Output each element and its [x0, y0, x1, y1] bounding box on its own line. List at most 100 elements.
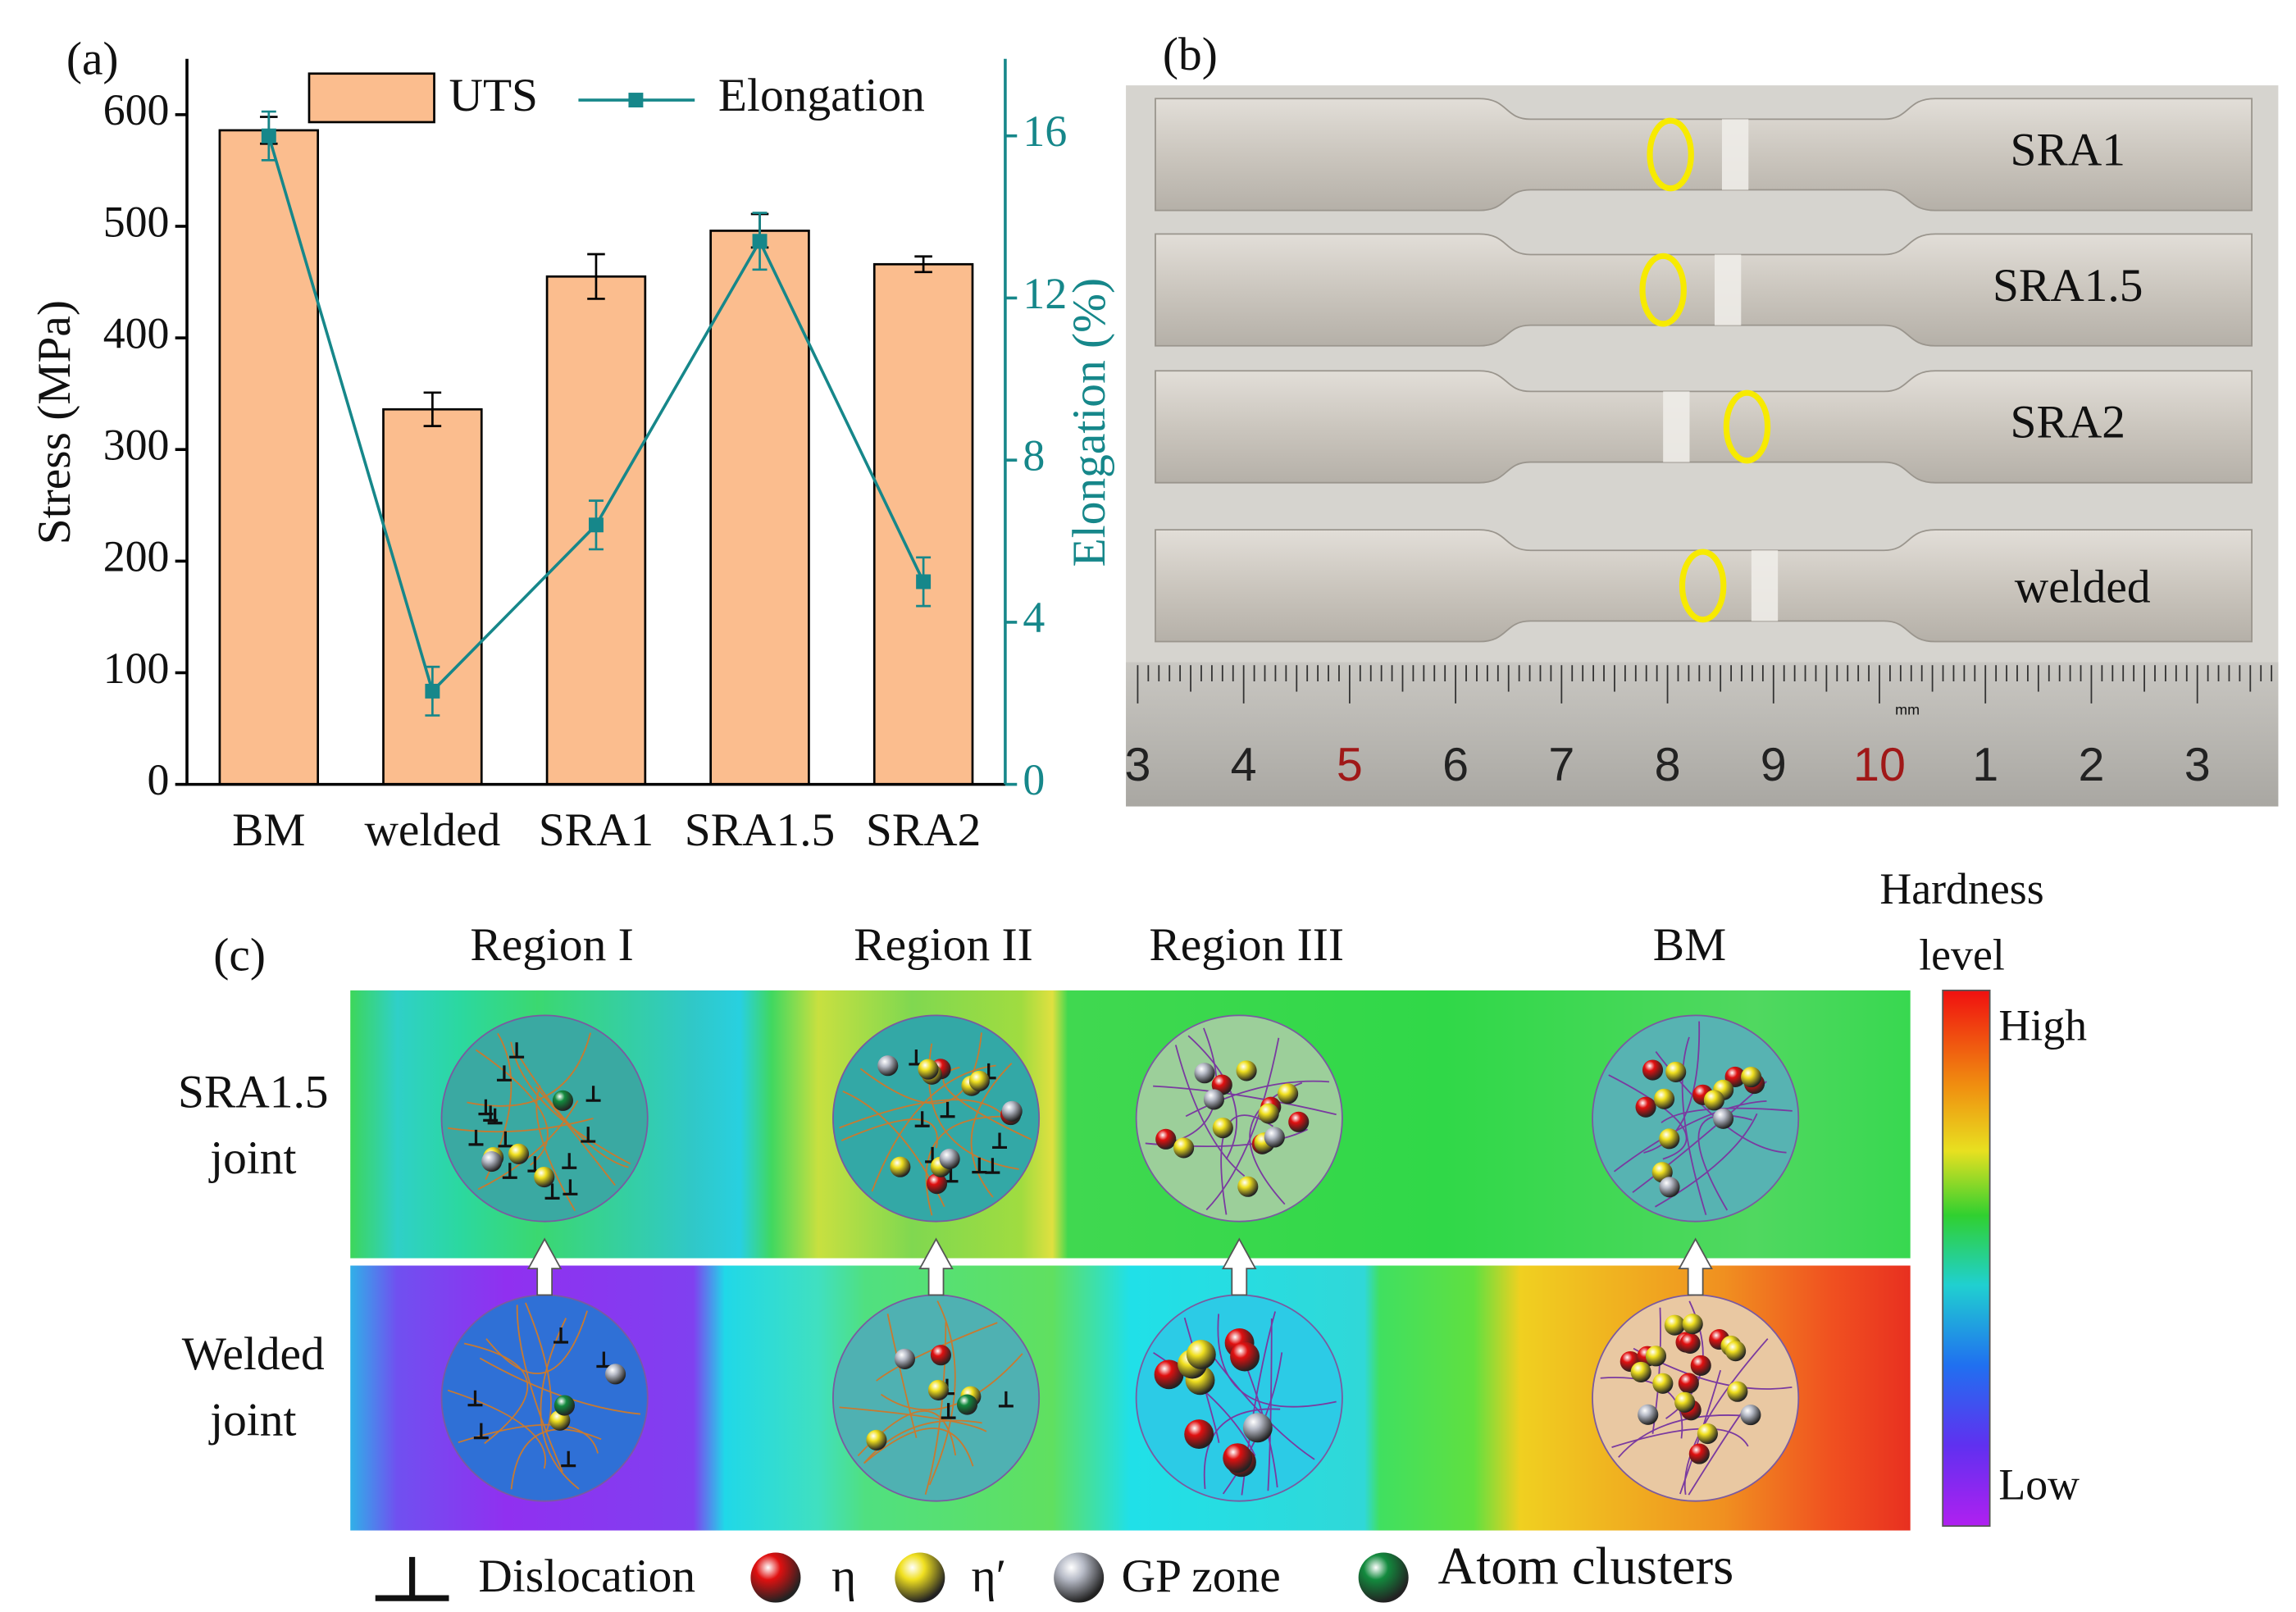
dislocation [914, 1111, 930, 1127]
precipitate [866, 1429, 887, 1450]
precipitate [1725, 1341, 1747, 1362]
precipitate [1682, 1314, 1703, 1335]
precipitate [918, 1059, 939, 1080]
precipitate [877, 1055, 899, 1077]
grain-boundary [1681, 1036, 1707, 1216]
precipitate [1688, 1443, 1710, 1464]
precipitate [1155, 1128, 1177, 1150]
microstructure [1135, 1014, 1343, 1223]
precipitate [1237, 1176, 1259, 1197]
grain-boundary [840, 1118, 938, 1149]
grain-boundary [1613, 1100, 1767, 1173]
y2-tick-label: 12 [1023, 269, 1067, 318]
grain-boundary [1608, 1074, 1688, 1160]
precipitate [927, 1379, 950, 1400]
dislocation [544, 1183, 560, 1200]
colorbar [1942, 989, 1991, 1528]
x-tick-label: SRA2 [866, 804, 981, 856]
dislocation [998, 1391, 1014, 1408]
specimen-label: SRA2 [2011, 397, 2125, 449]
colorbar-high: High [1998, 1001, 2087, 1050]
precipitate [1652, 1373, 1674, 1394]
y-tick-label: 400 [103, 308, 170, 357]
x-tick-label: SRA1.5 [685, 804, 835, 856]
y2-tick-label: 0 [1023, 755, 1045, 804]
grain-boundary [928, 1300, 956, 1486]
grain-boundary [863, 1428, 974, 1467]
row-label: joint [208, 1395, 296, 1446]
ruler-number: 3 [1124, 739, 1150, 791]
ruler-number: 3 [2184, 739, 2211, 791]
precipitate [1184, 1419, 1214, 1450]
precipitate [1242, 1413, 1273, 1443]
specimen-label: SRA1.5 [1993, 260, 2143, 312]
dislocation [561, 1450, 576, 1468]
dislocation [498, 1131, 513, 1148]
precipitate [604, 1364, 626, 1385]
specimen-label: welded [2015, 562, 2151, 613]
region-label: BM [1653, 919, 1726, 971]
dislocation [483, 1105, 499, 1122]
y-tick-label: 600 [103, 85, 170, 134]
colorbar-title: level [1919, 931, 2005, 980]
weld-zone [1751, 550, 1779, 622]
precipitate [1194, 1063, 1215, 1084]
precipitate [1674, 1391, 1696, 1413]
panel-label: (b) [1163, 29, 1218, 80]
grain-boundary [1632, 1081, 1767, 1194]
grain-boundary [876, 1322, 998, 1382]
error-bar [587, 253, 605, 300]
precipitate [534, 1166, 555, 1188]
ruler-number: 6 [1442, 739, 1469, 791]
y2-axis-label: Elongation (%) [1064, 278, 1115, 567]
dislocation [468, 1129, 484, 1146]
marker [916, 574, 932, 590]
marker [752, 234, 768, 249]
marker [261, 128, 276, 143]
legend-label: UTS [449, 70, 537, 121]
fracture-mark [1679, 549, 1727, 623]
y2-tick-label: 8 [1023, 431, 1045, 480]
precipitate [1741, 1067, 1762, 1088]
precipitate [1712, 1108, 1734, 1129]
ruler-unit: mm [1895, 702, 1920, 718]
precipitate [968, 1070, 990, 1091]
legend-label: Atom clusters [1438, 1537, 1734, 1596]
panel-label: (c) [213, 929, 266, 981]
grain-boundary [1203, 1408, 1281, 1489]
precipitate [1230, 1341, 1260, 1372]
dislocation [985, 1158, 1000, 1174]
precipitate [1703, 1090, 1724, 1111]
arrow [918, 1237, 954, 1296]
precipitate [1212, 1118, 1233, 1139]
precipitate [481, 1151, 503, 1173]
specimen [1155, 370, 2253, 484]
ruler-number: 1 [1972, 739, 1998, 791]
x-tick-label: SRA1 [539, 804, 654, 856]
grain-boundary [1688, 1409, 1745, 1496]
y-tick-label: 300 [103, 421, 170, 470]
legend-sphere [1358, 1552, 1409, 1603]
legend-label: η [831, 1551, 856, 1602]
precipitate [926, 1173, 948, 1195]
fracture-mark [1647, 117, 1694, 192]
colorbar-title: Hardness [1879, 864, 2043, 913]
grain-boundary [448, 1118, 594, 1133]
ruler-number: 9 [1761, 739, 1787, 791]
grain-boundary [447, 1389, 546, 1469]
error-bar [914, 255, 932, 274]
specimen-label: SRA1 [2011, 125, 2125, 176]
row-label: joint [208, 1132, 296, 1184]
precipitate [890, 1156, 911, 1177]
grain-boundary [477, 1100, 579, 1191]
grain-boundary [1185, 1080, 1330, 1118]
precipitate [1653, 1088, 1675, 1109]
legend-sphere [750, 1552, 801, 1603]
legend-sphere [1054, 1552, 1105, 1603]
dislocation [940, 1101, 955, 1118]
grain-boundary [1183, 1317, 1220, 1443]
grain-boundary [839, 1406, 987, 1432]
dislocation [941, 1403, 956, 1419]
grain-boundary [1267, 1318, 1273, 1491]
precipitate [1154, 1359, 1184, 1390]
